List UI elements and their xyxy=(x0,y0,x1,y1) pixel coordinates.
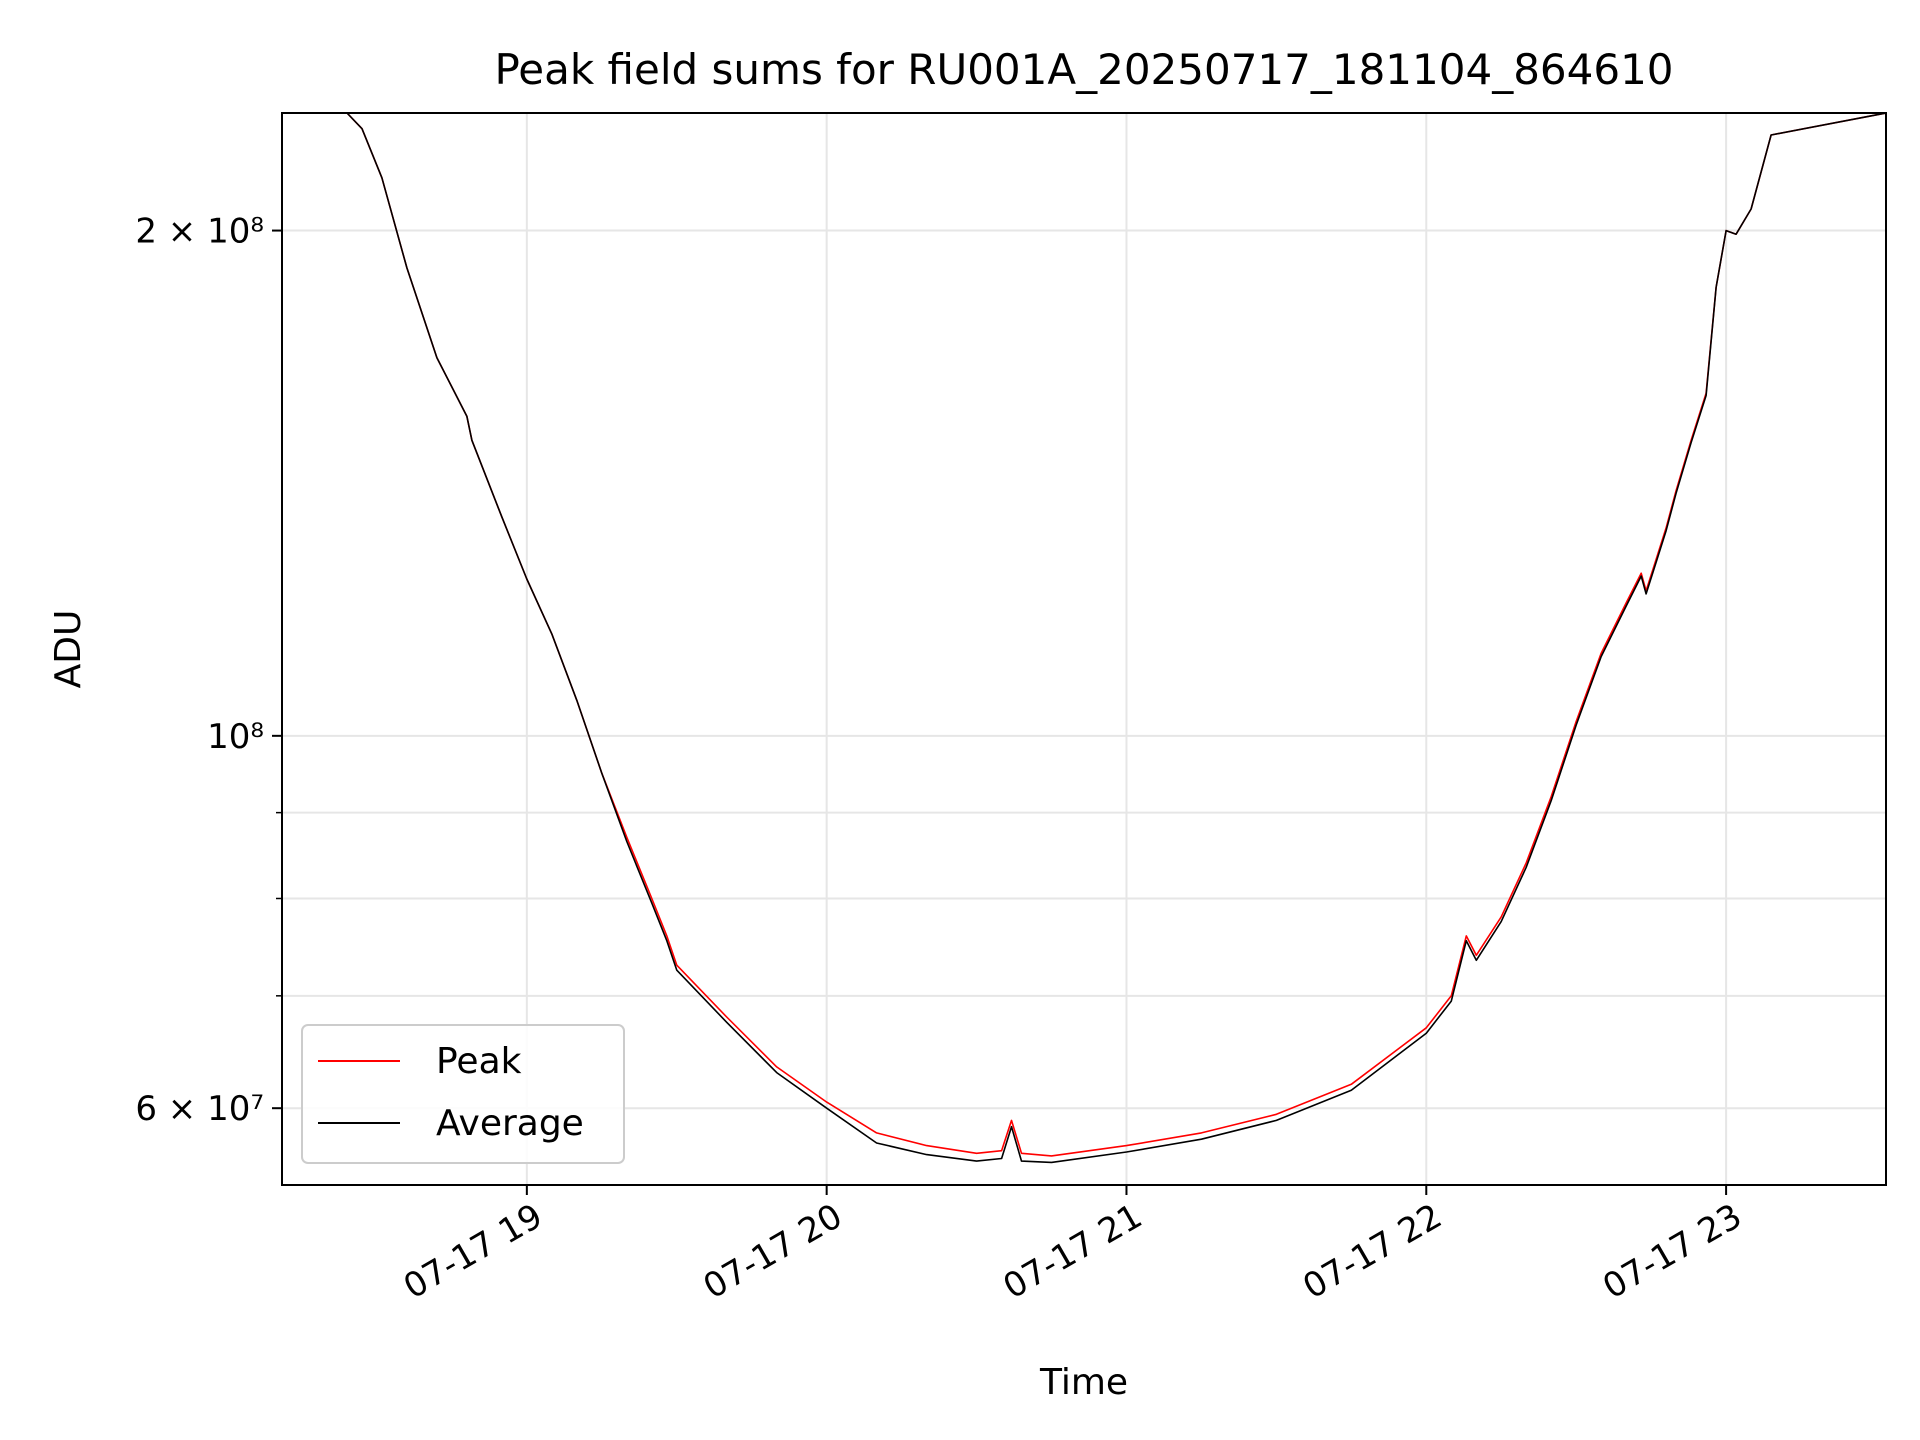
chart-title: Peak field sums for RU001A_20250717_1811… xyxy=(494,45,1673,94)
plot-frame xyxy=(281,112,1887,1186)
series-line-average xyxy=(282,113,1886,1164)
series-group xyxy=(282,113,1886,1164)
legend-label-average: Average xyxy=(436,1103,584,1144)
y-axis-label: ADU xyxy=(48,610,89,689)
y-tick-label: 10⁸ xyxy=(207,717,264,757)
legend-label-peak: Peak xyxy=(436,1041,522,1082)
y-axis: 2 × 10⁸ 10⁸ 6 × 10⁷ xyxy=(135,212,282,1129)
legend-box xyxy=(301,1024,625,1164)
legend: Peak Average xyxy=(301,1024,625,1164)
x-axis-label: Time xyxy=(1039,1362,1128,1403)
y-tick-label: 6 × 10⁷ xyxy=(135,1089,264,1129)
grid xyxy=(282,113,1886,1185)
y-tick-label: 2 × 10⁸ xyxy=(135,212,264,252)
